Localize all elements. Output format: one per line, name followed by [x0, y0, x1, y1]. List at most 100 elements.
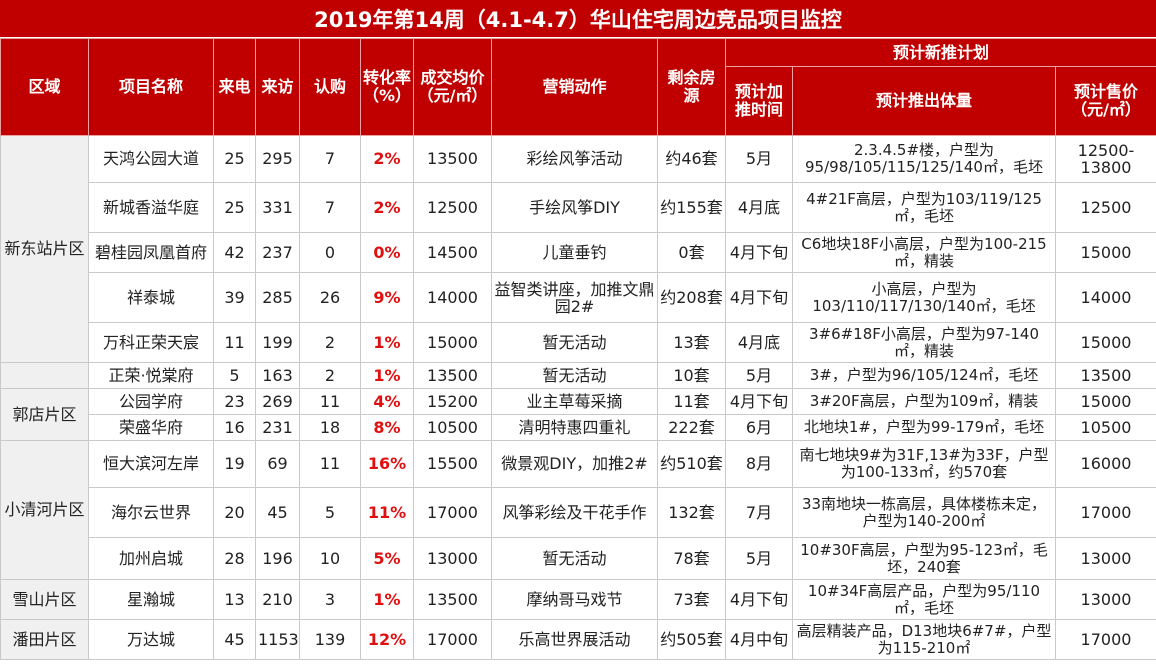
visits-cell: 196: [255, 537, 300, 580]
avg-price-cell: 17000: [413, 487, 492, 538]
table-row: 新东站片区 天鸿公园大道 25 295 7 2% 13500 彩绘风筝活动 约4…: [0, 135, 1156, 363]
project-cell: 荣盛华府: [88, 414, 214, 441]
plan-volume-cell: 2.3.4.5#楼，户型为95/98/105/115/125/140㎡，毛坯: [792, 135, 1056, 183]
plan-volume-cell: 3#20F高层，户型为109㎡，精装: [792, 388, 1056, 415]
plan-time-cell: 8月: [725, 440, 793, 488]
rate-cell: 1%: [360, 322, 414, 363]
calls-cell: 20: [213, 487, 256, 538]
plan-price-cell: 15000: [1055, 232, 1156, 273]
remaining-cell: 约46套: [657, 135, 726, 183]
subscribe-cell: 7: [299, 135, 361, 183]
header-remaining: 剩余房源: [657, 38, 726, 136]
header-plan-group: 预计新推计划: [725, 38, 1156, 67]
plan-time-cell: 4月底: [725, 322, 793, 363]
subscribe-cell: 7: [299, 182, 361, 233]
header-plan-price: 预计售价（元/㎡）: [1055, 66, 1156, 136]
marketing-cell: 彩绘风筝活动: [491, 135, 658, 183]
project-cell: 万科正荣天宸: [88, 322, 214, 363]
project-cell: 公园学府: [88, 388, 214, 415]
rate-cell: 1%: [360, 362, 414, 389]
remaining-cell: 73套: [657, 579, 726, 620]
calls-cell: 28: [213, 537, 256, 580]
region-cell: 新东站片区: [0, 135, 89, 363]
subscribe-cell: 3: [299, 579, 361, 620]
plan-price-cell: 12500: [1055, 182, 1156, 233]
marketing-cell: 暂无活动: [491, 362, 658, 389]
visits-cell: 163: [255, 362, 300, 389]
plan-volume-cell: 北地块1#，户型为99-179㎡，毛坯: [792, 414, 1056, 441]
subscribe-cell: 2: [299, 322, 361, 363]
header-region: 区域: [0, 38, 89, 136]
rate-cell: 11%: [360, 487, 414, 538]
header-subscribe: 认购: [299, 38, 361, 136]
plan-time-cell: 4月下旬: [725, 272, 793, 323]
table-row: 祥泰城 39 285 26 9% 14000 益智类讲座，加推文鼎园2# 约20…: [1, 272, 1156, 323]
remaining-cell: 222套: [657, 414, 726, 441]
remaining-cell: 约505套: [657, 619, 726, 660]
marketing-cell: 摩纳哥马戏节: [491, 579, 658, 620]
visits-cell: 285: [255, 272, 300, 323]
subscribe-cell: 18: [299, 414, 361, 441]
calls-cell: 19: [213, 440, 256, 488]
plan-time-cell: 4月中旬: [725, 619, 793, 660]
marketing-cell: 业主草莓采摘: [491, 388, 658, 415]
rate-cell: 4%: [360, 388, 414, 415]
plan-price-cell: 13500: [1055, 362, 1156, 389]
marketing-cell: 微景观DIY，加推2#: [491, 440, 658, 488]
marketing-cell: 暂无活动: [491, 537, 658, 580]
rate-cell: 9%: [360, 272, 414, 323]
visits-cell: 231: [255, 414, 300, 441]
subscribe-cell: 11: [299, 388, 361, 415]
plan-volume-cell: 3#，户型为96/105/124㎡，毛坯: [792, 362, 1056, 389]
header-marketing: 营销动作: [491, 38, 658, 136]
plan-time-cell: 4月底: [725, 182, 793, 233]
rate-cell: 1%: [360, 579, 414, 620]
visits-cell: 295: [255, 135, 300, 183]
remaining-cell: 约510套: [657, 440, 726, 488]
subscribe-cell: 0: [299, 232, 361, 273]
table-body: 新东站片区 天鸿公园大道 25 295 7 2% 13500 彩绘风筝活动 约4…: [0, 135, 1156, 660]
subscribe-cell: 26: [299, 272, 361, 323]
plan-price-cell: 16000: [1055, 440, 1156, 488]
subscribe-cell: 11: [299, 440, 361, 488]
plan-volume-cell: 10#34F高层产品，户型为95/110㎡，毛坯: [792, 579, 1056, 620]
calls-cell: 5: [213, 362, 256, 389]
visits-cell: 69: [255, 440, 300, 488]
plan-time-cell: 4月下旬: [725, 579, 793, 620]
plan-price-cell: 15000: [1055, 388, 1156, 415]
table-row: 潘田片区 万达城 45 1153 139 12% 17000 乐高世界展活动 约…: [0, 619, 1156, 660]
region-cell: 潘田片区: [0, 619, 89, 660]
plan-price-cell: 10500: [1055, 414, 1156, 441]
project-cell: 万达城: [88, 619, 214, 660]
marketing-cell: 风筝彩绘及干花手作: [491, 487, 658, 538]
remaining-cell: 约155套: [657, 182, 726, 233]
plan-price-cell: 17000: [1055, 487, 1156, 538]
marketing-cell: 暂无活动: [491, 322, 658, 363]
visits-cell: 210: [255, 579, 300, 620]
avg-price-cell: 14500: [413, 232, 492, 273]
plan-time-cell: 5月: [725, 135, 793, 183]
subscribe-cell: 5: [299, 487, 361, 538]
avg-price-cell: 14000: [413, 272, 492, 323]
table-row: 郭店片区 公园学府 23 269 11 4% 15200 业主草莓采摘 11套 …: [0, 388, 1156, 441]
project-cell: 新城香溢华庭: [88, 182, 214, 233]
header-project: 项目名称: [88, 38, 214, 136]
avg-price-cell: 17000: [413, 619, 492, 660]
header-plan-volume: 预计推出体量: [792, 66, 1056, 136]
project-cell: 祥泰城: [88, 272, 214, 323]
calls-cell: 23: [213, 388, 256, 415]
plan-volume-cell: 33南地块一栋高层，具体楼栋未定，户型为140-200㎡: [792, 487, 1056, 538]
plan-price-cell: 13000: [1055, 579, 1156, 620]
avg-price-cell: 10500: [413, 414, 492, 441]
plan-price-cell: 17000: [1055, 619, 1156, 660]
plan-time-cell: 7月: [725, 487, 793, 538]
visits-cell: 331: [255, 182, 300, 233]
project-cell: 碧桂园凤凰首府: [88, 232, 214, 273]
remaining-cell: 132套: [657, 487, 726, 538]
header-visits: 来访: [255, 38, 300, 136]
rate-cell: 16%: [360, 440, 414, 488]
visits-cell: 45: [255, 487, 300, 538]
project-cell: 正荣·悦棠府: [88, 362, 214, 389]
remaining-cell: 78套: [657, 537, 726, 580]
